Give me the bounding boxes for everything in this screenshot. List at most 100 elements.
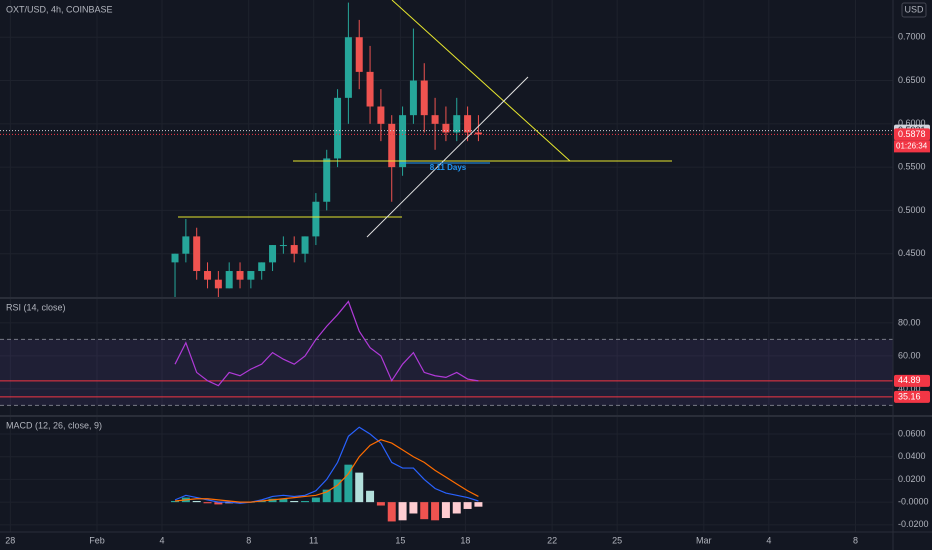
annotation: 8.11 Days bbox=[430, 163, 467, 172]
candle-body bbox=[247, 271, 255, 280]
histogram-bar bbox=[431, 502, 440, 521]
histogram-bar bbox=[474, 502, 483, 507]
y-tick-label: 0.0600 bbox=[898, 428, 926, 438]
candle-body bbox=[171, 253, 179, 263]
histogram-bar bbox=[214, 502, 223, 505]
chart-title: OXT/USD, 4h, COINBASE bbox=[6, 4, 113, 14]
trend-line bbox=[366, 76, 529, 238]
histogram-bar bbox=[452, 502, 461, 514]
countdown-box bbox=[894, 140, 930, 153]
candle-body bbox=[204, 271, 212, 280]
y-tick-label: 0.7000 bbox=[898, 32, 926, 42]
currency: USD bbox=[904, 4, 924, 14]
price-label-box bbox=[894, 374, 930, 387]
histogram-bar bbox=[311, 497, 320, 503]
histogram-bar bbox=[279, 498, 288, 503]
y-tick-label: -0.0200 bbox=[898, 519, 929, 529]
candle-body bbox=[420, 80, 428, 116]
y-tick-label: 0.4500 bbox=[898, 248, 926, 258]
candle-body bbox=[409, 80, 417, 116]
y-tick-label: -0.0000 bbox=[898, 497, 929, 507]
x-tick-label: 22 bbox=[547, 535, 557, 545]
x-tick-label: 15 bbox=[395, 535, 405, 545]
price-label-box bbox=[894, 128, 930, 141]
x-tick-label: 11 bbox=[309, 535, 318, 545]
price-label: 0.5878 bbox=[898, 129, 926, 139]
histogram-bar bbox=[171, 501, 180, 503]
x-tick-label: 18 bbox=[460, 535, 470, 545]
candle-body bbox=[431, 115, 439, 124]
histogram-bar bbox=[463, 502, 472, 509]
rsi-band bbox=[0, 339, 893, 406]
candle-body bbox=[453, 115, 461, 133]
candle-body bbox=[279, 245, 287, 247]
grid bbox=[0, 0, 893, 532]
candle-body bbox=[399, 115, 407, 168]
histogram-bar bbox=[398, 502, 407, 521]
candle-body bbox=[290, 245, 298, 254]
x-tick-label: 8 bbox=[246, 535, 251, 545]
x-tick-label: 28 bbox=[5, 535, 15, 545]
histogram-bar bbox=[192, 501, 201, 503]
histogram-bar bbox=[387, 502, 396, 522]
candle-body bbox=[442, 123, 450, 133]
candle-body bbox=[269, 245, 277, 263]
histogram-bar bbox=[290, 501, 299, 503]
candle-body bbox=[366, 71, 374, 107]
rsi-line bbox=[174, 300, 479, 387]
trend-line bbox=[391, 0, 571, 162]
candle-body bbox=[258, 262, 266, 272]
macd-line bbox=[174, 426, 479, 504]
histogram-bar bbox=[344, 464, 353, 503]
countdown: 01:26:34 bbox=[896, 141, 928, 150]
candle-body bbox=[388, 123, 396, 168]
candle-body bbox=[474, 132, 482, 135]
x-tick-label: 4 bbox=[160, 535, 165, 545]
candle-body bbox=[301, 236, 309, 254]
candle-body bbox=[464, 115, 472, 133]
x-tick-label: 4 bbox=[766, 535, 771, 545]
y-tick-label: 60.00 bbox=[898, 350, 921, 360]
marks bbox=[0, 2, 893, 522]
histogram-bar bbox=[322, 489, 331, 503]
x-tick-label: Mar bbox=[696, 535, 712, 545]
histogram-bar bbox=[420, 502, 429, 520]
histogram-bar bbox=[355, 472, 364, 503]
y-tick-label: 0.0400 bbox=[898, 451, 926, 461]
y-tick-label: 0.5500 bbox=[898, 161, 926, 171]
x-tick-label: Feb bbox=[89, 535, 105, 545]
histogram-bar bbox=[441, 502, 450, 519]
y-tick-label: 0.6000 bbox=[898, 118, 926, 128]
x-tick-label: 25 bbox=[612, 535, 622, 545]
candle-body bbox=[377, 106, 385, 124]
y-tick-label: 80.00 bbox=[898, 317, 921, 327]
histogram-bar bbox=[409, 502, 418, 514]
histogram-bar bbox=[203, 502, 212, 504]
y-tick-label: 0.6500 bbox=[898, 75, 926, 85]
histogram-bar bbox=[376, 502, 385, 506]
histogram-bar bbox=[301, 501, 310, 503]
x-tick-label: 8 bbox=[853, 535, 858, 545]
candle-body bbox=[344, 37, 352, 98]
pane-title: MACD (12, 26, close, 9) bbox=[6, 420, 102, 430]
candle-body bbox=[355, 37, 363, 72]
candle-body bbox=[312, 201, 320, 237]
price-label-box bbox=[894, 390, 930, 403]
candle-body bbox=[334, 97, 342, 159]
candle-body bbox=[236, 271, 244, 280]
currency-box bbox=[901, 2, 927, 18]
candle-body bbox=[225, 271, 233, 289]
histogram-bar bbox=[366, 490, 375, 503]
y-tick-label: 0.5000 bbox=[898, 205, 926, 215]
candle-body bbox=[214, 279, 222, 289]
histogram-bar bbox=[333, 479, 342, 503]
pane-title: RSI (14, close) bbox=[6, 302, 66, 312]
price-label: 35.16 bbox=[898, 391, 921, 401]
candle-body bbox=[182, 236, 190, 254]
y-tick-label: 40.00 bbox=[898, 383, 921, 393]
candle-body bbox=[323, 158, 331, 202]
candle-body bbox=[193, 236, 201, 272]
price-label: 44.89 bbox=[898, 375, 921, 385]
